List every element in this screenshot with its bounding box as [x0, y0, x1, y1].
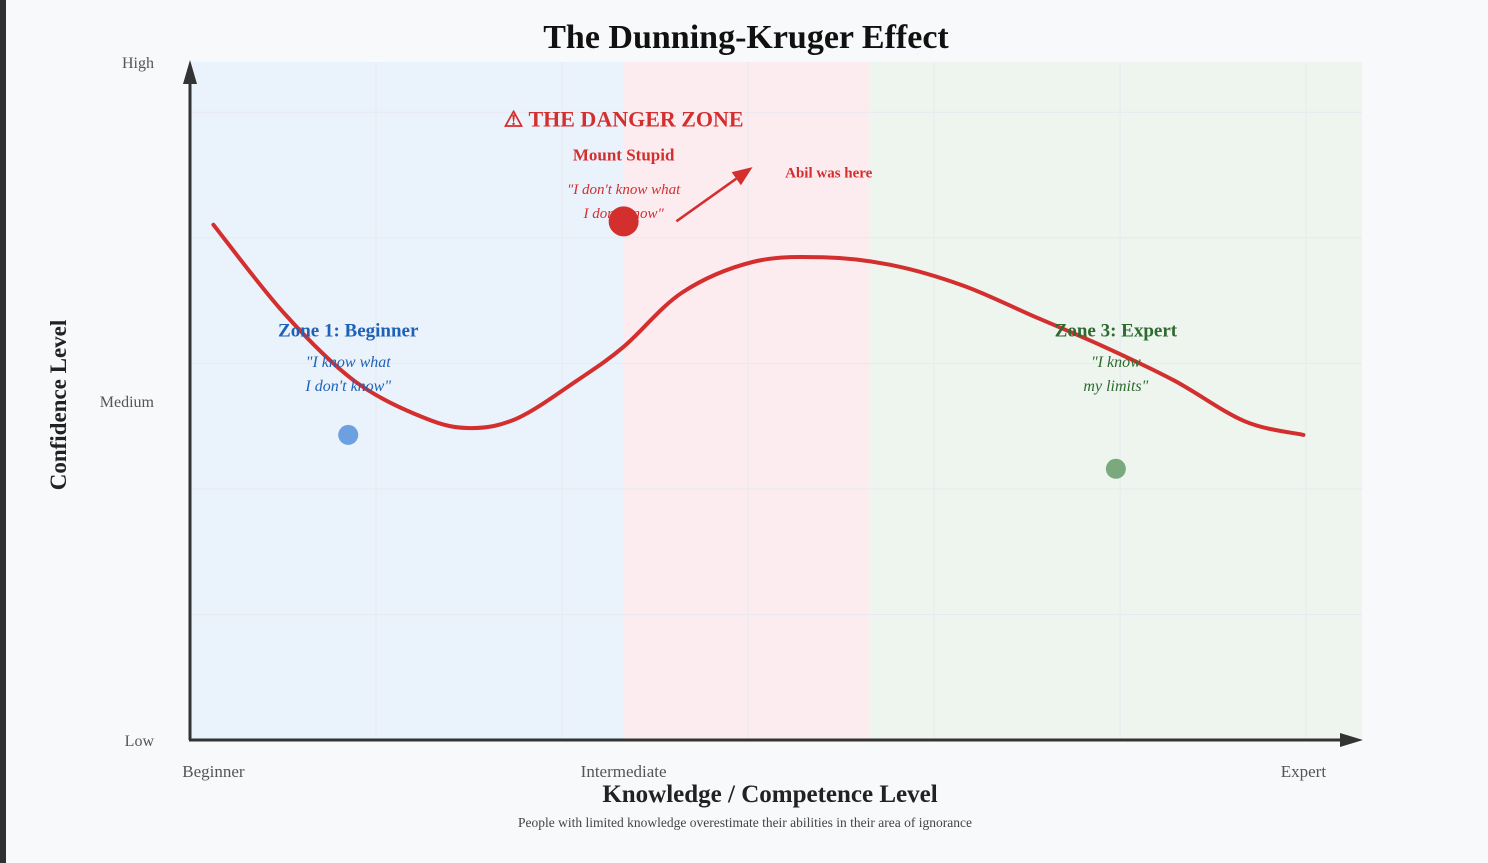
points-layer: [338, 206, 1126, 479]
annotation-zone1-quote-1: "I know what: [306, 354, 391, 371]
zones-layer: [190, 62, 1362, 740]
x-tick-label: Intermediate: [581, 762, 667, 781]
annotations-layer: ⚠ THE DANGER ZONE Mount Stupid "I don't kn…: [278, 106, 1178, 394]
y-tick-label: Low: [125, 733, 155, 750]
ticks-layer: Low Medium High Beginner Intermediate Expert: [100, 55, 1327, 781]
annotation-zone1-title: Zone 1: Beginner: [278, 321, 419, 342]
annotation-mount-stupid-quote-1: "I don't know what: [567, 182, 681, 198]
annotation-zone3-quote-2: my limits": [1083, 378, 1148, 395]
zone-band-3: [869, 62, 1362, 740]
arrow-layer: [675, 167, 753, 223]
beginner-point: [338, 424, 359, 445]
annotation-arrowhead: [731, 167, 753, 186]
y-tick-label: Medium: [100, 394, 155, 411]
annotation-zone3-title: Zone 3: Expert: [1055, 321, 1178, 342]
chart-frame: The Dunning-Kruger Effect Low Medium High B…: [6, 0, 1488, 863]
confidence-curve-1: [211, 222, 1306, 437]
x-tick-label: Expert: [1281, 762, 1327, 781]
chart-title: The Dunning-Kruger Effect: [543, 19, 949, 56]
annotation-mount-stupid-quote-2: I don't know": [582, 206, 664, 222]
y-axis-arrowhead: [183, 60, 197, 84]
chart-subtitle: People with limited knowledge overestima…: [518, 815, 972, 830]
y-axis-label: Confidence Level: [46, 320, 71, 491]
annotation-zone3-quote-1: "I know: [1091, 354, 1141, 371]
series-layer: [211, 222, 1306, 437]
y-tick-label: High: [122, 55, 154, 72]
x-axis-arrowhead: [1340, 733, 1363, 747]
annotation-arrow-line: [675, 177, 737, 223]
chart-svg: The Dunning-Kruger Effect Low Medium High B…: [46, 19, 1363, 830]
annotation-abil-label: Abil was here: [785, 165, 873, 181]
grid-layer: [190, 62, 1362, 740]
annotation-mount-stupid-title: Mount Stupid: [573, 145, 675, 164]
expert-point: [1105, 458, 1126, 479]
x-tick-label: Beginner: [182, 762, 245, 781]
zone-band-1: [190, 62, 624, 740]
annotation-zone1-quote-2: I don't know": [304, 378, 391, 395]
mount-stupid-point: [608, 206, 639, 237]
annotation-danger-zone: ⚠ THE DANGER ZONE: [504, 106, 744, 131]
x-axis-label: Knowledge / Competence Level: [602, 781, 937, 808]
